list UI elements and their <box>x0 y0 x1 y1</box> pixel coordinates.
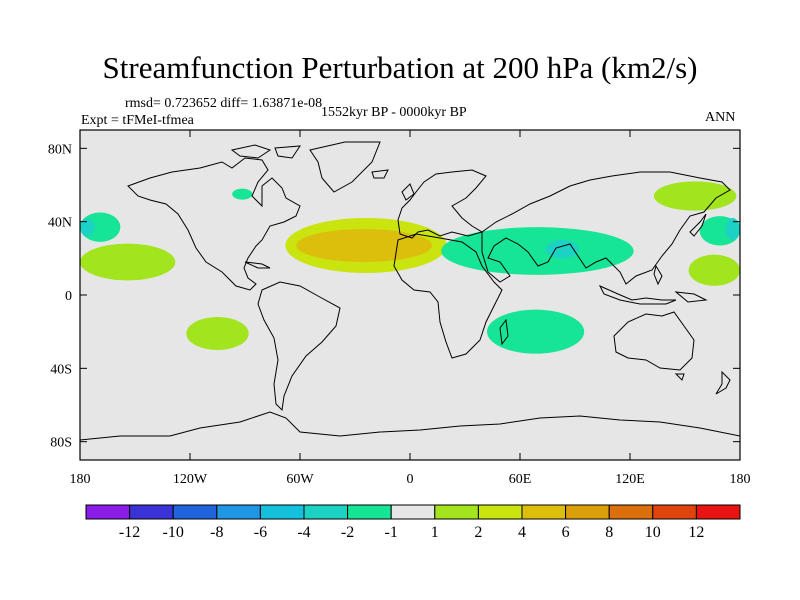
coastline-asia <box>481 171 731 285</box>
anomaly-south-pacific-positive <box>186 317 249 350</box>
coastline-new-zealand <box>715 370 731 395</box>
colorbar-label: 4 <box>518 524 526 541</box>
lat-tick-label: 0 <box>65 289 72 304</box>
coastline-north-america <box>127 157 301 291</box>
colorbar-label: 1 <box>431 524 439 541</box>
colorbar-label: -12 <box>119 524 140 541</box>
plot-background <box>80 130 740 460</box>
coastline-africa <box>393 233 503 359</box>
colorbar-label: -8 <box>210 524 223 541</box>
anomaly-asia-negative <box>441 227 634 275</box>
anomaly-kamchatka-positive <box>653 181 737 211</box>
colorbar-swatch <box>521 504 567 520</box>
coastline-antarctica <box>80 411 740 441</box>
colorbar-label: -4 <box>297 524 310 541</box>
coastline-madagascar <box>499 318 509 346</box>
colorbar-label: 10 <box>645 524 661 541</box>
lat-tick-label: 80N <box>48 142 72 157</box>
coastline-japan <box>689 213 707 237</box>
lon-tick-label: 60W <box>286 472 314 487</box>
anomaly-core-north-pacific-east-negative <box>80 218 95 237</box>
colorbar-label: 6 <box>562 524 570 541</box>
colorbar-swatch <box>565 504 610 520</box>
lon-tick-label: 120E <box>615 472 645 487</box>
colorbar-swatch <box>259 504 305 520</box>
colorbar-swatch <box>390 504 436 520</box>
coastline-arctic-islands <box>230 144 301 159</box>
coastline-philippines <box>653 264 663 286</box>
colorbar-swatch <box>652 504 697 520</box>
coastline-iceland <box>371 169 389 179</box>
colorbar-swatch <box>695 504 741 520</box>
coastlines <box>80 141 740 441</box>
anomaly-hudson-bay-negative <box>232 188 253 200</box>
colorbar-swatch <box>608 504 654 520</box>
anomaly-core-north-atlantic-africa-positive <box>296 229 432 262</box>
anomaly-east-pacific-subtropical-positive <box>80 243 176 281</box>
colorbar-swatch <box>303 504 349 520</box>
coastline-australia <box>613 311 695 371</box>
colorbar-label: 8 <box>605 524 613 541</box>
colorbar-swatch <box>216 504 261 520</box>
stats-label: rmsd= 0.723652 diff= 1.63871e-08 <box>125 96 323 111</box>
colorbar-swatch <box>85 504 131 520</box>
lon-tick-label: 180 <box>70 472 91 487</box>
coastline-greenland <box>309 141 381 193</box>
colorbar-swatch <box>347 504 392 520</box>
colorbar-swatch <box>434 504 479 520</box>
colorbar-swatch <box>172 504 218 520</box>
colorbar-label: -6 <box>254 524 267 541</box>
lat-tick-label: 40N <box>48 216 72 231</box>
colorbar-label: 2 <box>474 524 482 541</box>
period-label: 1552kyr BP - 0000kyr BP <box>321 105 467 120</box>
coastline-british-isles <box>401 183 415 201</box>
colorbar-swatch <box>129 504 174 520</box>
lon-tick-label: 120W <box>173 472 208 487</box>
coastline-cuba <box>244 261 271 269</box>
colorbar-label: 12 <box>688 524 704 541</box>
experiment-label: Expt = tFMeI-tfmea <box>81 113 194 128</box>
anomaly-indian-ocean-negative <box>486 309 585 354</box>
lat-tick-label: 80S <box>50 436 72 451</box>
colorbar-swatch <box>477 504 523 520</box>
lon-tick-label: 60E <box>509 472 532 487</box>
lon-tick-label: 180 <box>730 472 751 487</box>
lon-tick-label: 0 <box>407 472 414 487</box>
coastline-europe <box>397 169 487 239</box>
anomaly-west-pacific-subtropical-positive <box>688 254 740 286</box>
season-label: ANN <box>705 110 736 125</box>
coastline-south-america <box>257 281 341 412</box>
coastline-indonesia <box>598 284 677 305</box>
colorbar-label: -10 <box>163 524 184 541</box>
colorbar-label: -2 <box>341 524 354 541</box>
coastline-tasmania <box>674 373 685 381</box>
chart-title: Streamfunction Perturbation at 200 hPa (… <box>102 50 698 85</box>
anomaly-core-west-pacific-negative <box>725 218 740 240</box>
colorbar-label: -1 <box>385 524 398 541</box>
coastline-new-guinea <box>674 291 708 303</box>
lat-tick-label: 40S <box>50 362 72 377</box>
